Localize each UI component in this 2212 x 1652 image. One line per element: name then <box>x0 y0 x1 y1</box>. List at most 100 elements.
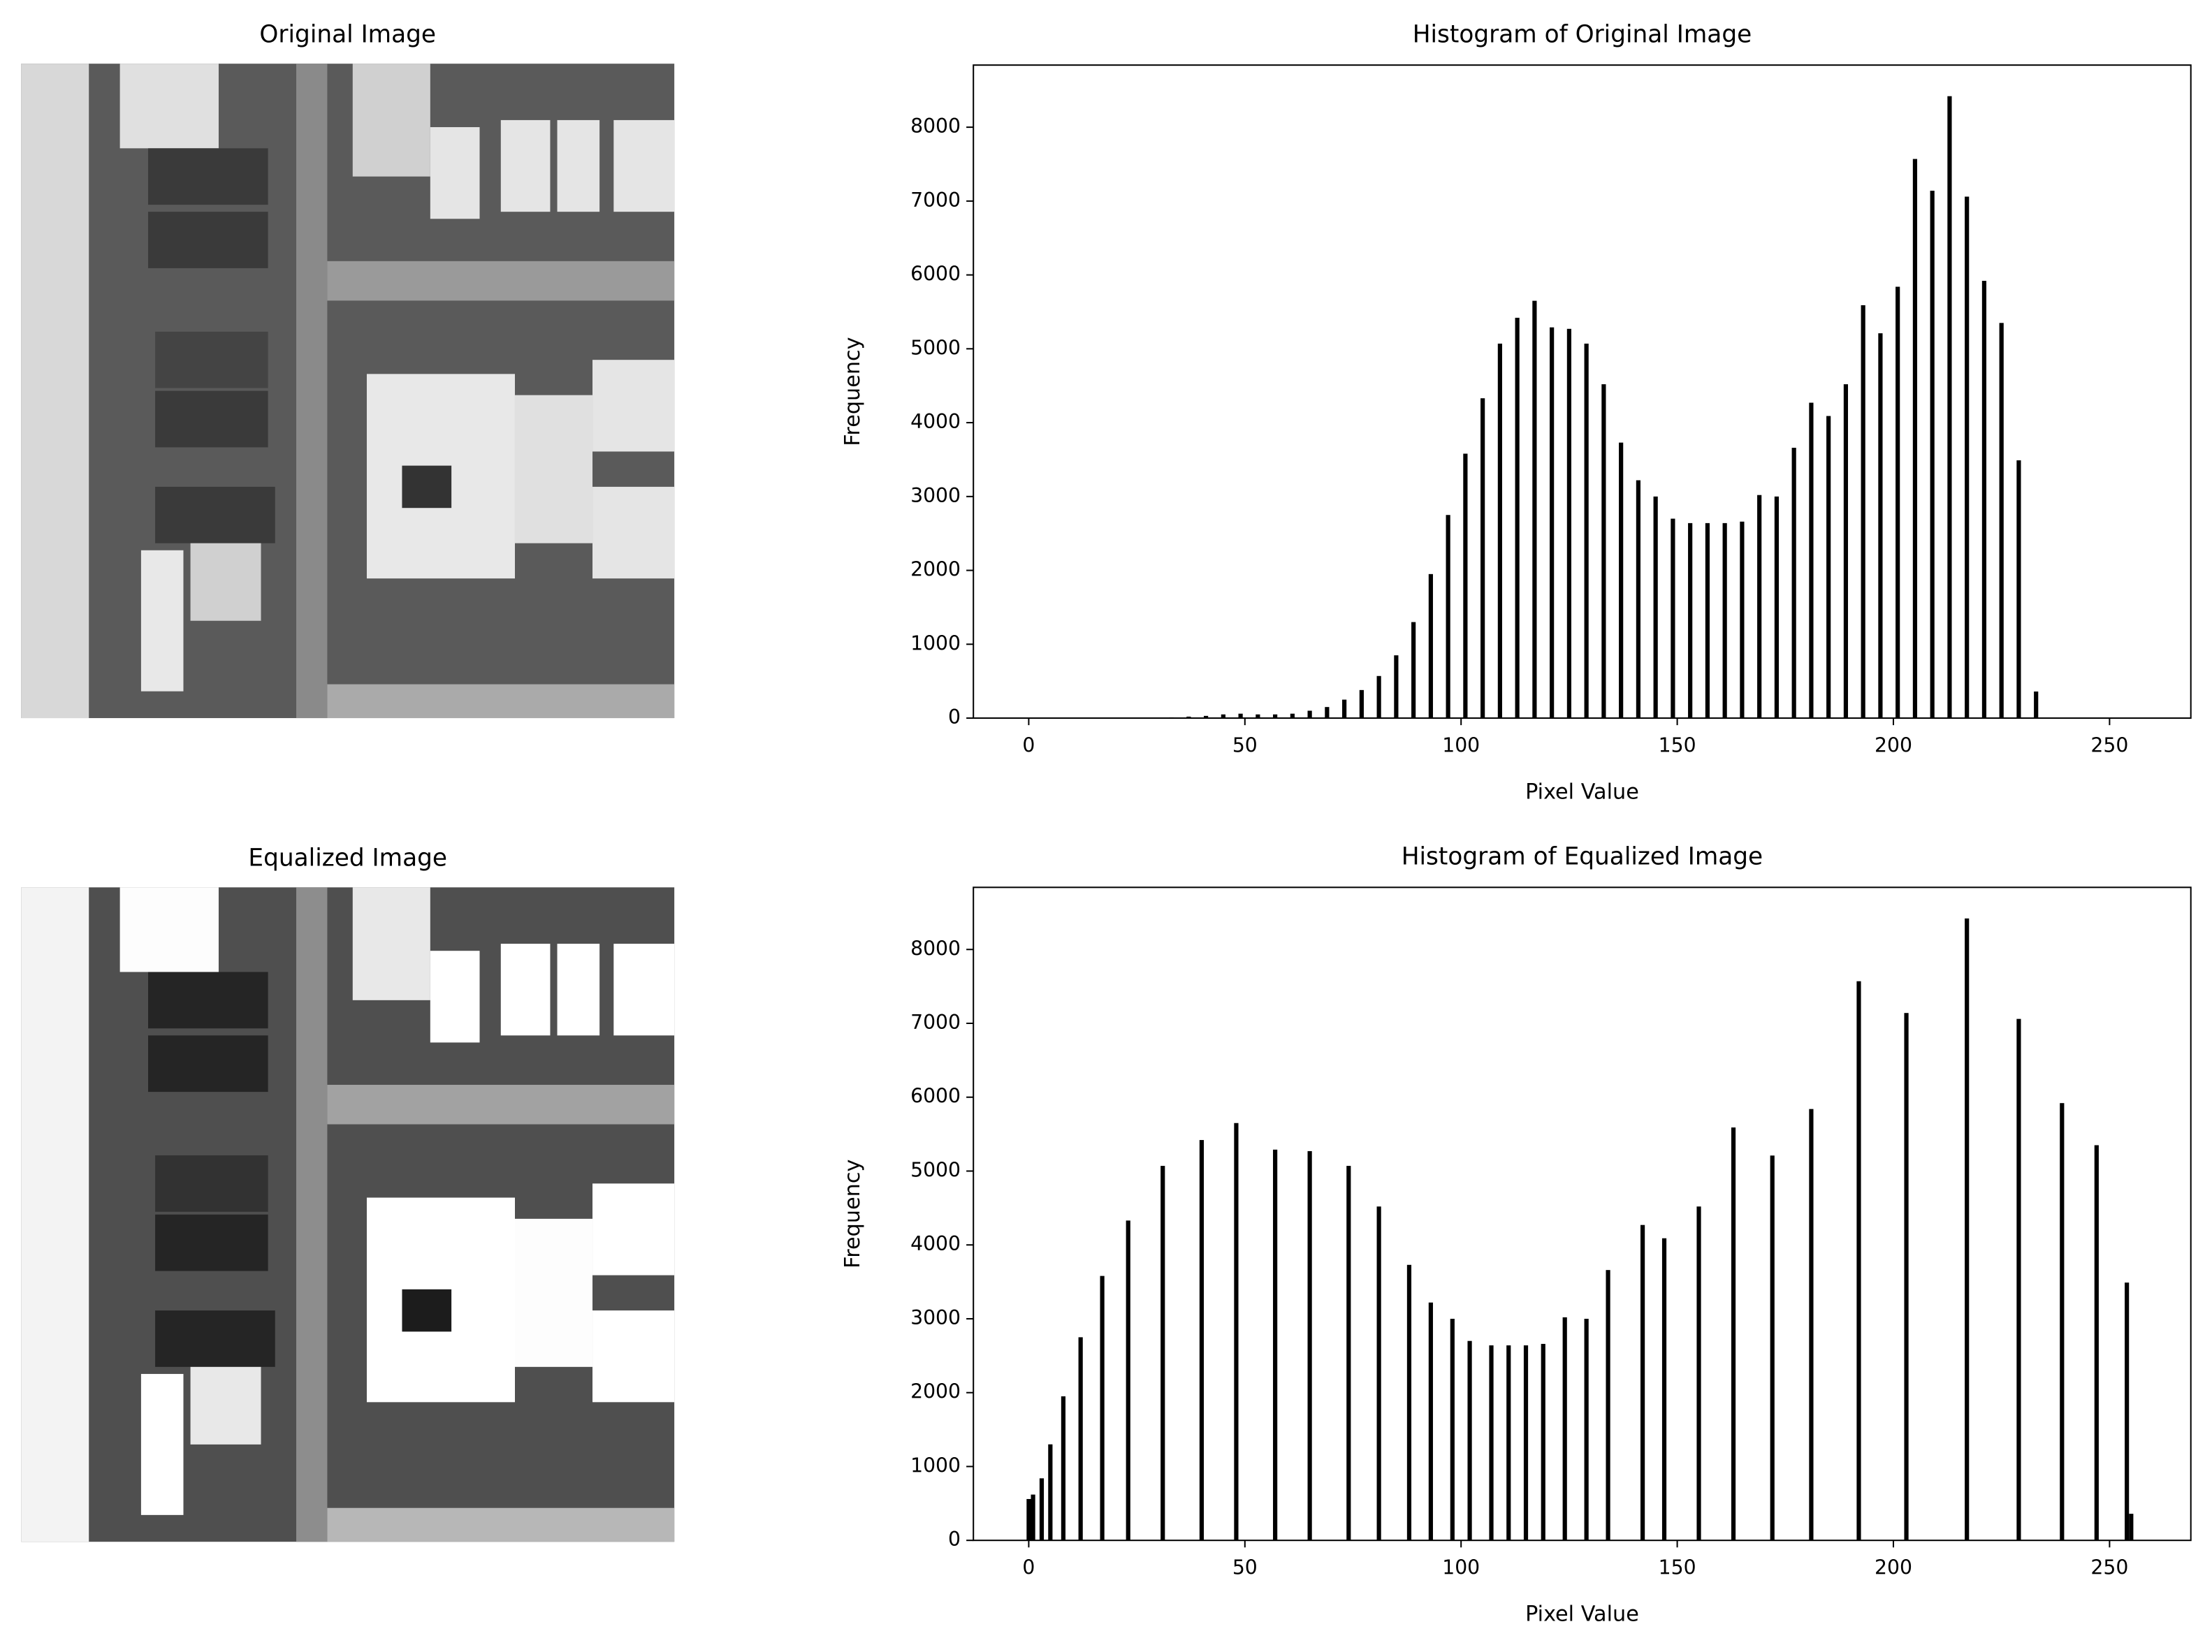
bar <box>2125 1282 2130 1541</box>
bar <box>1856 981 1861 1541</box>
bar <box>1770 1155 1775 1541</box>
bar <box>2060 1103 2065 1541</box>
x-tick-label: 250 <box>2090 1556 2128 1579</box>
y-tick-label: 8000 <box>910 937 961 960</box>
bar <box>1912 159 1918 719</box>
y-tick-label: 2000 <box>910 558 961 581</box>
bar <box>1661 1238 1667 1541</box>
bar <box>2129 1514 2134 1541</box>
bar <box>1346 1166 1351 1541</box>
bar <box>1878 333 1883 719</box>
bar <box>1048 1444 1053 1541</box>
bar <box>1947 96 1952 719</box>
x-tick-label: 100 <box>1442 733 1480 756</box>
equalized-image <box>21 887 675 1542</box>
y-axis-label: Frequency <box>841 337 865 446</box>
x-tick-label: 0 <box>1022 1556 1035 1579</box>
y-tick-label: 3000 <box>910 1306 961 1329</box>
bar <box>1606 1270 1610 1541</box>
bar <box>1584 1318 1589 1541</box>
bar <box>1428 573 1433 719</box>
bar <box>1497 343 1502 719</box>
plot-frame <box>973 64 2192 719</box>
y-tick-label: 0 <box>948 706 961 729</box>
original-image <box>21 64 675 719</box>
bar <box>1039 1478 1045 1541</box>
x-tick-label: 200 <box>1875 1556 1912 1579</box>
bar <box>1342 699 1347 719</box>
x-tick-label: 250 <box>2090 733 2128 756</box>
y-tick-label: 8000 <box>910 115 961 138</box>
bar <box>1636 480 1640 719</box>
y-tick-label: 5000 <box>910 336 961 359</box>
bar <box>1809 1109 1814 1541</box>
bar <box>1467 1340 1472 1541</box>
bar <box>1273 1149 1278 1541</box>
bar <box>2016 1018 2021 1541</box>
bar <box>1376 675 1381 719</box>
bar <box>1480 398 1485 719</box>
x-tick-label: 150 <box>1659 733 1696 756</box>
bar <box>1896 286 1900 719</box>
bar <box>1307 710 1312 719</box>
bar <box>1688 522 1693 719</box>
bar <box>1532 300 1537 719</box>
bar <box>1722 522 1727 719</box>
bar <box>1061 1396 1066 1541</box>
x-axis-label: Pixel Value <box>1525 1602 1639 1627</box>
x-tick-label: 50 <box>1232 733 1258 756</box>
chart-title: Histogram of Equalized Image <box>1402 842 1763 870</box>
bar <box>1562 1317 1567 1541</box>
y-tick-label: 6000 <box>910 1085 961 1108</box>
bar <box>1238 713 1243 719</box>
bar <box>1904 1013 1909 1541</box>
bar <box>1126 1220 1130 1541</box>
bar <box>1325 707 1330 719</box>
bar <box>1965 196 1970 719</box>
plot-frame <box>973 886 2192 1542</box>
bar <box>1450 1318 1455 1541</box>
y-tick-label: 1000 <box>910 1454 961 1477</box>
bar <box>1653 496 1658 719</box>
bar <box>2034 691 2039 719</box>
bar <box>1640 1225 1645 1541</box>
bar <box>1463 453 1468 719</box>
bar <box>1428 1302 1433 1541</box>
bar <box>1506 1345 1511 1541</box>
bar <box>1731 1127 1736 1541</box>
bar <box>1515 317 1520 719</box>
bar <box>1809 402 1814 719</box>
bar <box>1160 1166 1165 1541</box>
bar <box>1078 1337 1083 1541</box>
bar <box>1100 1275 1105 1541</box>
bar <box>1619 442 1624 719</box>
bar <box>1199 1140 1205 1541</box>
bar <box>1671 518 1675 719</box>
bar <box>1234 1123 1239 1541</box>
bar <box>1256 714 1260 719</box>
bar <box>1446 515 1450 719</box>
bar <box>1186 716 1191 719</box>
y-tick-label: 3000 <box>910 484 961 507</box>
x-tick-label: 0 <box>1022 733 1035 756</box>
bar <box>1411 622 1416 719</box>
bar <box>1376 1206 1381 1541</box>
y-tick-label: 6000 <box>910 263 961 286</box>
bar <box>1031 1494 1035 1541</box>
bar <box>1273 714 1278 719</box>
bar <box>1791 448 1796 719</box>
bar <box>1489 1345 1494 1541</box>
image-title: Equalized Image <box>248 844 447 872</box>
bar <box>1696 1206 1701 1541</box>
bar <box>1981 281 1987 719</box>
y-tick-label: 2000 <box>910 1380 961 1403</box>
y-tick-label: 5000 <box>910 1158 961 1181</box>
bar <box>1406 1264 1412 1541</box>
x-axis-label: Pixel Value <box>1525 780 1639 805</box>
chart-title: Histogram of Original Image <box>1413 20 1752 48</box>
bar <box>1290 713 1295 719</box>
y-tick-label: 4000 <box>910 1232 961 1255</box>
bar <box>1541 1343 1545 1541</box>
